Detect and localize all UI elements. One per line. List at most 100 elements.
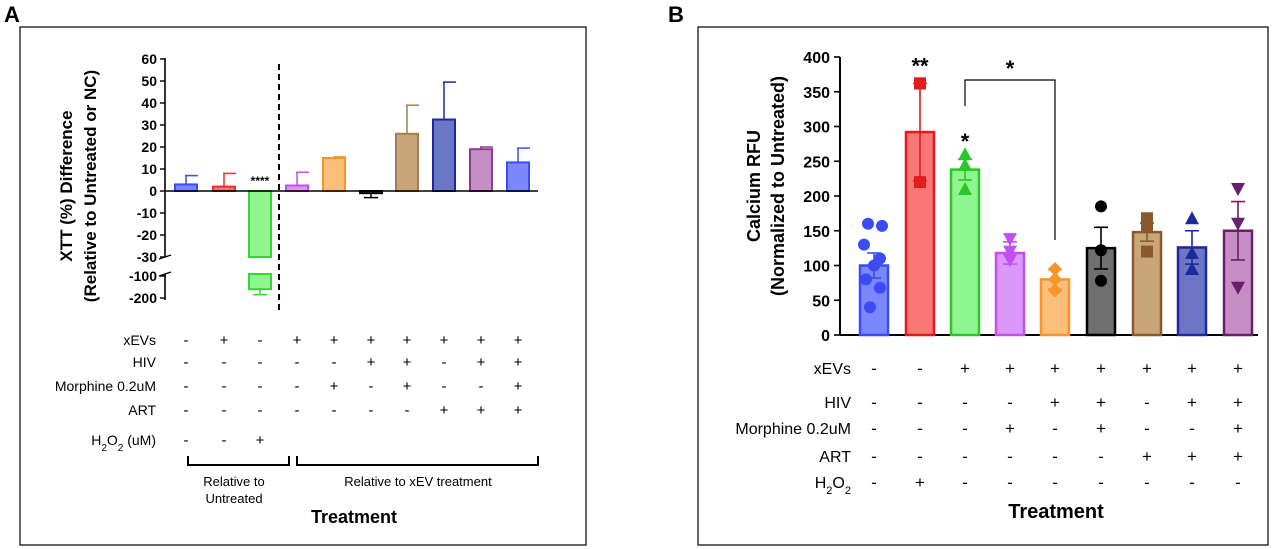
panel-b-condition-label-part: H xyxy=(815,475,827,492)
panel-b-condition-mark: + xyxy=(960,359,970,378)
panel-a-condition-label-part: 2 xyxy=(101,443,107,454)
panel-b-condition-mark: - xyxy=(871,359,877,378)
panel-a-condition-mark: + xyxy=(514,332,523,349)
panel-a-condition-mark: - xyxy=(184,402,189,419)
panel-b-condition-mark: + xyxy=(1233,393,1243,412)
panel-a-condition-mark: - xyxy=(222,432,227,449)
panel-b-condition-mark: - xyxy=(1144,473,1150,492)
panel-a-condition-mark: + xyxy=(403,378,412,395)
panel-b-condition-mark: + xyxy=(1233,447,1243,466)
panel-a-condition-mark: - xyxy=(258,402,263,419)
panel-a-y-tick-label: 40 xyxy=(141,95,157,111)
panel-a-condition-label: HIV xyxy=(133,354,157,370)
panel-a-bracket-untreated xyxy=(187,456,290,466)
panel-a-condition-mark: + xyxy=(220,332,229,349)
panel-b-condition-mark: + xyxy=(1005,419,1015,438)
panel-a-group-label-untreated-line1: Relative to xyxy=(203,474,264,489)
panel-a-condition-mark: - xyxy=(442,378,447,395)
panel-a-condition-mark: + xyxy=(403,354,412,371)
panel-b-condition-mark: + xyxy=(915,473,925,492)
panel-b-condition-mark: + xyxy=(1187,393,1197,412)
panel-b-data-point xyxy=(1185,211,1199,225)
panel-a-condition-mark: - xyxy=(222,402,227,419)
panel-a-xlabel: Treatment xyxy=(311,507,397,527)
panel-b-condition-mark: - xyxy=(1098,473,1104,492)
panel-b-label: B xyxy=(668,2,684,27)
panel-a-condition-mark: + xyxy=(256,432,265,449)
panel-b-condition-mark: + xyxy=(1096,359,1106,378)
panel-a-condition-mark: - xyxy=(222,378,227,395)
panel-a-y-tick-label: 30 xyxy=(141,117,157,133)
panel-b-condition-mark: - xyxy=(1235,473,1241,492)
panel-b-data-point xyxy=(914,176,926,189)
panel-a-condition-mark: + xyxy=(293,332,302,349)
panel-b-data-point xyxy=(1185,261,1199,275)
panel-b-bar xyxy=(949,168,981,337)
panel-b-significance-label: ** xyxy=(911,53,929,78)
panel-a-ylabel-line1: XTT (%) Difference xyxy=(57,110,76,261)
panel-a-y-tick-label: -200 xyxy=(129,290,157,306)
panel-b-condition-mark: - xyxy=(871,473,877,492)
panel-b-ylabel-line2: (Normalized to Untreated) xyxy=(768,76,788,296)
panel-b-data-point xyxy=(874,281,886,294)
panel-b-data-point xyxy=(862,217,874,230)
panel-b-condition-label: xEVs xyxy=(814,361,851,378)
panel-b-condition-mark: - xyxy=(1052,447,1058,466)
panel-a-condition-mark: + xyxy=(403,332,412,349)
panel-b-data-point xyxy=(858,238,870,251)
panel-b-data-point xyxy=(914,77,926,90)
panel-a-bar xyxy=(248,190,272,258)
panel-b-condition-mark: - xyxy=(871,419,877,438)
panel-b-data-point xyxy=(1003,253,1017,267)
panel-b-condition-mark: + xyxy=(1050,393,1060,412)
panel-b-condition-mark: + xyxy=(1142,359,1152,378)
panel-b-condition-mark: - xyxy=(962,473,968,492)
panel-b-data-point xyxy=(1231,281,1245,295)
panel-b-data-point xyxy=(1048,272,1062,287)
panel-a-condition-mark: + xyxy=(367,354,376,371)
panel-b-condition-mark: + xyxy=(1096,419,1106,438)
panel-a-condition-mark: - xyxy=(369,378,374,395)
panel-a-condition-mark: + xyxy=(514,354,523,371)
panel-a-condition-mark: - xyxy=(332,354,337,371)
panel-b-y-tick-label: 400 xyxy=(803,50,830,67)
panel-a-group-label-untreated-line2: Untreated xyxy=(205,491,262,506)
panel-b-condition-mark: + xyxy=(1142,447,1152,466)
panel-b-xlabel: Treatment xyxy=(1008,501,1104,523)
panel-a-condition-mark: - xyxy=(295,402,300,419)
panel-a-condition-mark: - xyxy=(184,432,189,449)
panel-b-frame xyxy=(697,26,1269,546)
panel-b-significance-label: * xyxy=(961,129,970,154)
panel-a-condition-mark: - xyxy=(442,354,447,371)
panel-b-data-point xyxy=(1095,200,1107,213)
panel-b-condition-mark: - xyxy=(1052,419,1058,438)
panel-b-data-point xyxy=(1231,217,1245,231)
panel-b-condition-mark: - xyxy=(1098,447,1104,466)
panel-b-condition-mark: - xyxy=(1007,393,1013,412)
panel-b-data-point xyxy=(860,273,872,286)
panel-a-condition-mark: + xyxy=(477,332,486,349)
panel-b-condition-mark: + xyxy=(1187,447,1197,466)
panel-a-y-tick-label: 50 xyxy=(141,73,157,89)
panel-a-condition-label-part: H xyxy=(91,432,101,448)
panel-b-comparison-bracket xyxy=(964,79,1056,240)
panel-b-ylabel-line1: Calcium RFU xyxy=(744,130,764,242)
panel-b-data-point xyxy=(1048,261,1062,276)
panel-b-condition-label-part: 2 xyxy=(826,485,832,497)
panel-a-y-tick-label: -20 xyxy=(137,227,157,243)
panel-b-data-point xyxy=(1048,283,1062,298)
panel-a-condition-label-part: O xyxy=(107,432,118,448)
panel-b-condition-mark: + xyxy=(1096,393,1106,412)
panel-b-data-point xyxy=(958,147,972,161)
panel-a-ylabel-line2: (Relative to Untreated or NC) xyxy=(81,70,100,302)
panel-b-condition-label-part: O xyxy=(832,475,844,492)
panel-b-condition-label-part: 2 xyxy=(845,485,851,497)
panel-b-data-point xyxy=(1141,219,1153,232)
panel-a-condition-mark: - xyxy=(369,402,374,419)
panel-b-bracket-label: * xyxy=(1006,56,1015,81)
panel-a-condition-mark: - xyxy=(258,378,263,395)
panel-b-data-point xyxy=(1003,245,1017,259)
panel-b-data-point xyxy=(1231,183,1245,197)
panel-b-condition-label: HIV xyxy=(824,395,851,412)
